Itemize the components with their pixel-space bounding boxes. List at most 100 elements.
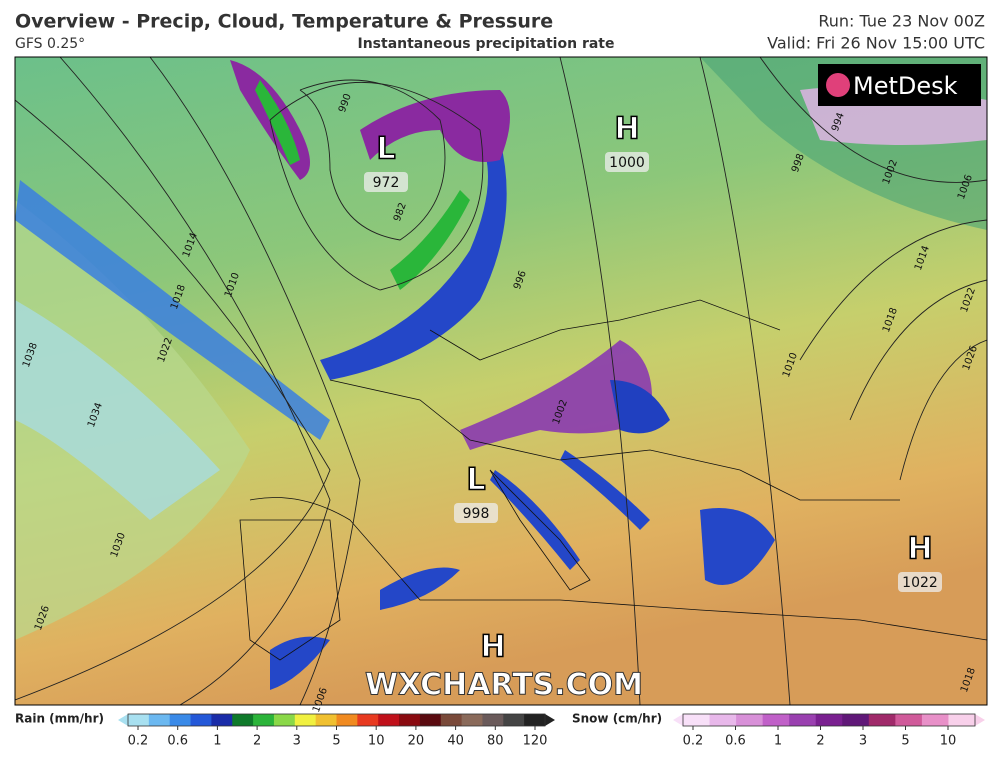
- snow-label: Snow (cm/hr): [572, 712, 662, 726]
- snow-swatch: [736, 714, 764, 726]
- snow-end: [975, 714, 985, 726]
- rain: [270, 636, 330, 690]
- rain-swatch: [336, 714, 358, 726]
- snow-tick-label: 2: [816, 734, 824, 749]
- isobar: [299, 79, 446, 241]
- pressure-label-bg: [454, 503, 498, 523]
- isobar: [59, 57, 331, 705]
- rain-swatch: [503, 714, 525, 726]
- isobar: [15, 99, 331, 701]
- logo: MetDesk: [818, 64, 981, 106]
- model: GFS 0.25°: [15, 36, 85, 52]
- isobar: [559, 57, 641, 705]
- pressure-center-value: 1000: [609, 155, 645, 171]
- pressure-label-bg: [364, 172, 408, 192]
- snow-swatch: [815, 714, 843, 726]
- subtitle: Instantaneous precipitation rate: [358, 36, 615, 52]
- run: Run: Tue 23 Nov 00Z: [818, 12, 985, 31]
- rain-tick-label: 40: [447, 734, 464, 749]
- rain-swatch: [357, 714, 379, 726]
- rain-swatch: [482, 714, 504, 726]
- watermark: WXCHARTS.COM: [365, 668, 643, 703]
- snow-tick-label: 5: [901, 734, 909, 749]
- snow-tick-label: 0.6: [725, 734, 746, 749]
- pressure-center-type: H: [614, 112, 639, 147]
- rain-tick-label: 0.2: [128, 734, 149, 749]
- isobar: [799, 219, 987, 361]
- logo-mark: [826, 73, 850, 97]
- rain-swatch: [232, 714, 254, 726]
- isobar: [849, 279, 987, 421]
- cloud: [15, 300, 220, 520]
- rain-tick-label: 2: [253, 734, 261, 749]
- rain: [15, 180, 330, 440]
- coast: [249, 497, 987, 641]
- snow: [460, 340, 652, 450]
- rain-tick-label: 20: [408, 734, 425, 749]
- rain-swatch: [128, 714, 150, 726]
- rain-label: Rain (mm/hr): [15, 712, 104, 726]
- rain-swatch: [524, 714, 546, 726]
- snow: [360, 90, 510, 162]
- snow-tick-label: 0.2: [683, 734, 704, 749]
- rain: [390, 190, 470, 290]
- map: [15, 57, 987, 705]
- pressure-center-type: L: [466, 463, 485, 498]
- isobar: [899, 339, 987, 481]
- rain-tick-label: 5: [332, 734, 340, 749]
- snow-swatch: [709, 714, 737, 726]
- isobar: [759, 57, 987, 183]
- snow-swatch: [895, 714, 923, 726]
- rain-swatch: [190, 714, 212, 726]
- rain-tick-label: 3: [293, 734, 301, 749]
- rain-tick-label: 10: [368, 734, 385, 749]
- logo-text: MetDesk: [853, 72, 958, 100]
- valid: Valid: Fri 26 Nov 15:00 UTC: [767, 34, 985, 53]
- rain-swatch: [378, 714, 400, 726]
- snow-tick-label: 10: [940, 734, 957, 749]
- rain-swatch: [253, 714, 275, 726]
- pressure-center-type: H: [907, 532, 932, 567]
- rain-swatch: [315, 714, 337, 726]
- coast: [489, 469, 591, 591]
- snow-swatch: [762, 714, 790, 726]
- rain-swatch: [169, 714, 192, 726]
- rain-tick-label: 80: [487, 734, 504, 749]
- isobar: [699, 57, 791, 705]
- rain: [610, 380, 670, 434]
- snow-swatch: [789, 714, 817, 726]
- snow-end: [673, 714, 683, 726]
- rain-tick-label: 120: [523, 734, 548, 749]
- snow-frame: [682, 713, 976, 727]
- snow-tick-label: 3: [859, 734, 867, 749]
- rain-swatch: [461, 714, 483, 726]
- rain-swatch: [399, 714, 421, 726]
- rain-end: [545, 714, 555, 726]
- rain-tick-label: 1: [213, 734, 221, 749]
- rain-swatch: [148, 714, 171, 726]
- rain-swatch: [440, 714, 463, 726]
- pressure-center-type: H: [480, 630, 505, 665]
- snow-tick-label: 1: [774, 734, 782, 749]
- rain-tick-label: 0.6: [167, 734, 188, 749]
- rain: [380, 567, 460, 610]
- rain-swatch: [419, 714, 442, 726]
- coast: [239, 519, 341, 661]
- rain: [320, 140, 507, 380]
- title: Overview - Precip, Cloud, Temperature & …: [15, 11, 553, 33]
- rain-swatch: [273, 714, 296, 726]
- rain-swatch: [211, 714, 233, 726]
- pressure-center-value: 1022: [902, 575, 938, 591]
- isobar: [149, 57, 361, 705]
- snow-swatch: [868, 714, 896, 726]
- snow-swatch: [948, 714, 976, 726]
- rain: [490, 470, 580, 570]
- pressure-center-type: L: [376, 132, 395, 167]
- rain-swatch: [294, 714, 317, 726]
- border: [329, 379, 900, 501]
- rain: [255, 80, 300, 165]
- isobar: [269, 82, 484, 291]
- map-frame: [14, 56, 988, 706]
- snow-swatch: [921, 714, 949, 726]
